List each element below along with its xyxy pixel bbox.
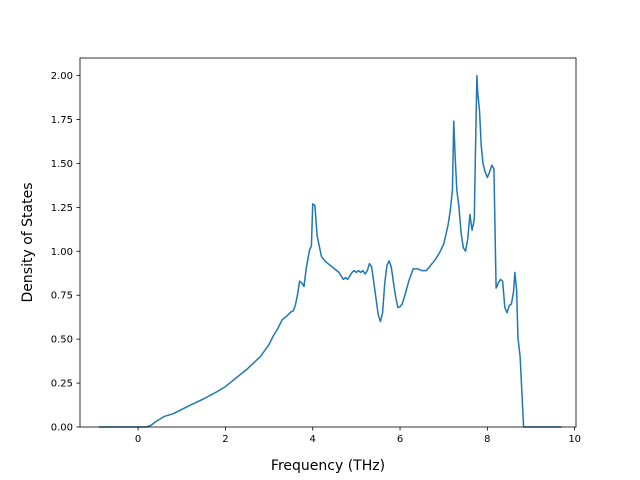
x-axis-label: Frequency (THz)	[271, 458, 385, 474]
dos-line-series-0	[98, 74, 562, 428]
y-tick-label: 0.25	[51, 379, 73, 390]
y-tick-label: 1.50	[51, 159, 73, 170]
y-tick-label: 0.75	[51, 291, 73, 302]
y-axis-label: Density of States	[20, 183, 36, 303]
x-tick-label: 8	[484, 434, 490, 445]
x-tick-label: 10	[568, 434, 581, 445]
x-tick-label: 4	[310, 434, 316, 445]
y-tick-label: 0.00	[51, 423, 73, 434]
y-tick-label: 1.00	[51, 247, 73, 258]
axes-frame	[79, 57, 577, 428]
y-axis: 0.00 0.25 0.50 0.75 1.00 1.25 1.50 1.75 2.00	[51, 71, 80, 434]
x-axis: 0 2 4 6 8 10	[135, 427, 581, 445]
x-tick-label: 2	[222, 434, 228, 445]
x-tick-label: 0	[135, 434, 141, 445]
x-tick-label: 6	[397, 434, 403, 445]
plot-area	[98, 74, 562, 428]
y-tick-label: 0.50	[51, 335, 73, 346]
y-tick-label: 2.00	[51, 71, 73, 82]
y-tick-label: 1.75	[51, 115, 73, 126]
y-tick-label: 1.25	[51, 203, 73, 214]
